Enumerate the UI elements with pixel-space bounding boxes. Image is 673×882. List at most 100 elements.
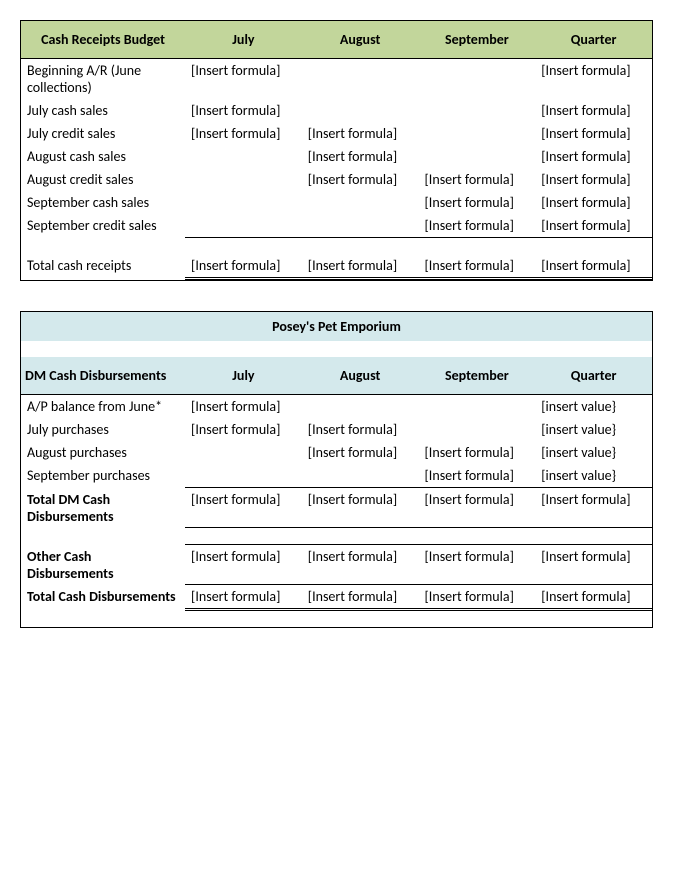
row-label: A/P balance from June* — [21, 395, 185, 419]
cell: [Insert formula] — [302, 122, 419, 145]
table-header-row: DM Cash Disbursements July August Septem… — [21, 357, 652, 395]
row-label: July credit sales — [21, 122, 185, 145]
cell: [Insert formula] — [419, 191, 536, 214]
spacer-row — [21, 238, 652, 255]
cell: [Insert formula] — [535, 254, 652, 279]
cell: [insert value} — [535, 441, 652, 464]
cell: [insert value} — [535, 464, 652, 488]
cell: [Insert formula] — [419, 441, 536, 464]
cell — [185, 214, 302, 238]
cell — [185, 145, 302, 168]
cell: [Insert formula] — [185, 418, 302, 441]
table-row: September purchases [Insert formula] [in… — [21, 464, 652, 488]
cell: [Insert formula] — [535, 168, 652, 191]
cell — [419, 99, 536, 122]
cell — [419, 59, 536, 100]
cash-receipts-table: Cash Receipts Budget July August Septemb… — [21, 21, 652, 280]
cell: [Insert formula] — [185, 122, 302, 145]
cell — [302, 191, 419, 214]
table-row: August cash sales [Insert formula] [Inse… — [21, 145, 652, 168]
cell: [Insert formula] — [302, 418, 419, 441]
header-title: Cash Receipts Budget — [21, 21, 185, 59]
cell: [Insert formula] — [419, 168, 536, 191]
cell: [Insert formula] — [185, 545, 302, 585]
cell: [Insert formula] — [535, 145, 652, 168]
cell: [Insert formula] — [302, 488, 419, 528]
cell: [Insert formula] — [419, 254, 536, 279]
cell: [Insert formula] — [419, 464, 536, 488]
table-row: August purchases [Insert formula] [Inser… — [21, 441, 652, 464]
total-dm-row: Total DM Cash Disbursements [Insert form… — [21, 488, 652, 528]
cell: [Insert formula] — [185, 585, 302, 610]
cell: [Insert formula] — [419, 488, 536, 528]
cell — [185, 441, 302, 464]
row-label: Total DM Cash Disbursements — [21, 488, 185, 528]
cell: [Insert formula] — [535, 122, 652, 145]
cell — [302, 59, 419, 100]
table-header-row: Cash Receipts Budget July August Septemb… — [21, 21, 652, 59]
header-col-quarter: Quarter — [535, 357, 652, 395]
row-label: Beginning A/R (June collections) — [21, 59, 185, 100]
cell — [185, 464, 302, 488]
cell — [302, 214, 419, 238]
header-col-july: July — [185, 357, 302, 395]
cell: [Insert formula] — [419, 545, 536, 585]
cash-receipts-section: Cash Receipts Budget July August Septemb… — [20, 20, 653, 281]
cell: [Insert formula] — [302, 168, 419, 191]
cell: [insert value} — [535, 395, 652, 419]
row-label: Other Cash Disbursements — [21, 545, 185, 585]
header-col-august: August — [302, 357, 419, 395]
row-label: July purchases — [21, 418, 185, 441]
cell — [302, 99, 419, 122]
spacer-row — [21, 341, 652, 357]
cell: [Insert formula] — [419, 585, 536, 610]
table-row: August credit sales [Insert formula] [In… — [21, 168, 652, 191]
cell: [Insert formula] — [185, 395, 302, 419]
row-label: July cash sales — [21, 99, 185, 122]
row-label: September cash sales — [21, 191, 185, 214]
cell: [Insert formula] — [302, 585, 419, 610]
spacer-row — [21, 610, 652, 628]
cell: [Insert formula] — [185, 59, 302, 100]
row-label: August purchases — [21, 441, 185, 464]
other-disbursements-row: Other Cash Disbursements [Insert formula… — [21, 545, 652, 585]
table-row: September credit sales [Insert formula] … — [21, 214, 652, 238]
dm-disbursements-section: Posey's Pet Emporium DM Cash Disbursemen… — [20, 311, 653, 628]
table-title: Posey's Pet Emporium — [21, 312, 652, 341]
cell — [302, 395, 419, 419]
row-label: August cash sales — [21, 145, 185, 168]
table-row: July purchases [Insert formula] [Insert … — [21, 418, 652, 441]
cell: [Insert formula] — [535, 99, 652, 122]
cell: [Insert formula] — [302, 254, 419, 279]
total-cash-row: Total Cash Disbursements [Insert formula… — [21, 585, 652, 610]
cell — [419, 395, 536, 419]
cell: [Insert formula] — [535, 59, 652, 100]
cell: [Insert formula] — [185, 99, 302, 122]
row-label: August credit sales — [21, 168, 185, 191]
table-row: July cash sales [Insert formula] [Insert… — [21, 99, 652, 122]
row-label: Total cash receipts — [21, 254, 185, 279]
title-row: Posey's Pet Emporium — [21, 312, 652, 341]
cell — [419, 145, 536, 168]
cell: [Insert formula] — [535, 191, 652, 214]
cell: [Insert formula] — [302, 441, 419, 464]
cell — [185, 191, 302, 214]
spacer-row — [21, 528, 652, 545]
cell: [Insert formula] — [535, 545, 652, 585]
cell — [185, 168, 302, 191]
row-label: September purchases — [21, 464, 185, 488]
cell: [Insert formula] — [535, 214, 652, 238]
table-row: July credit sales [Insert formula] [Inse… — [21, 122, 652, 145]
cell: [Insert formula] — [185, 488, 302, 528]
header-col-july: July — [185, 21, 302, 59]
cell — [302, 464, 419, 488]
header-col-august: August — [302, 21, 419, 59]
header-title: DM Cash Disbursements — [21, 357, 185, 395]
header-col-quarter: Quarter — [535, 21, 652, 59]
cell — [419, 122, 536, 145]
header-col-september: September — [419, 357, 536, 395]
cell: [Insert formula] — [535, 585, 652, 610]
table-row: A/P balance from June* [Insert formula] … — [21, 395, 652, 419]
cell: [Insert formula] — [535, 488, 652, 528]
cell — [419, 418, 536, 441]
